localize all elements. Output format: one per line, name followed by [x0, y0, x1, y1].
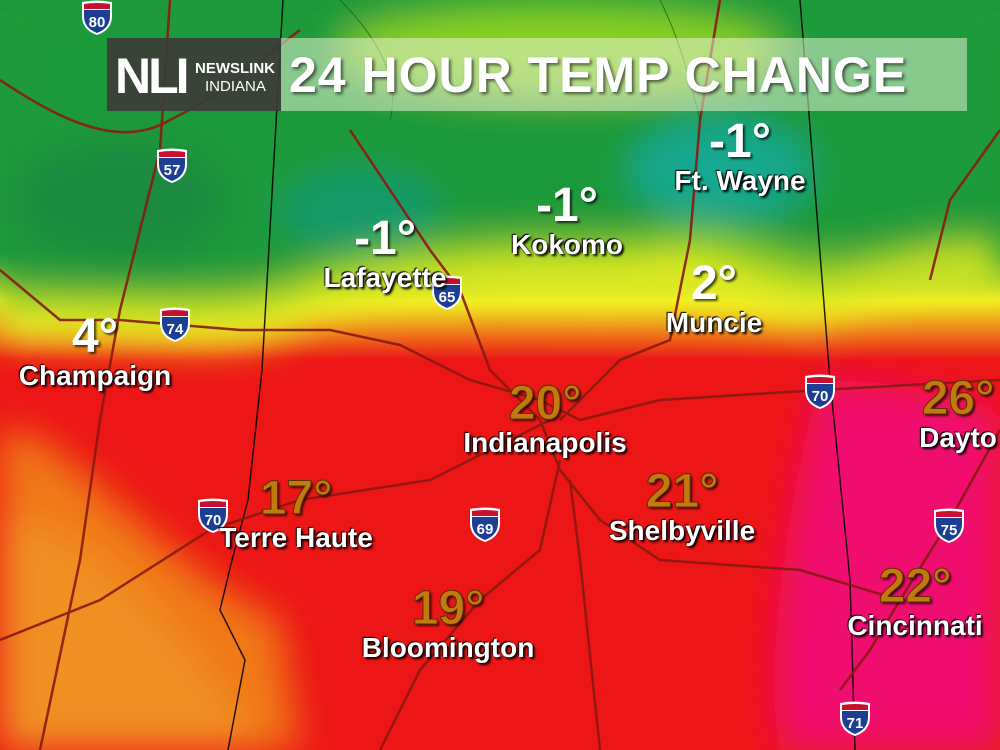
interstate-number: 70 — [205, 512, 222, 529]
city-name: Ft. Wayne — [674, 165, 806, 196]
interstate-shield-icon: 70 — [196, 498, 230, 534]
interstate-number: 57 — [164, 162, 181, 179]
interstate-shield-icon: 57 — [155, 148, 189, 184]
city-ft-wayne: -1° Ft. Wayne — [674, 118, 805, 196]
city-name: Champaign — [18, 360, 172, 391]
city-name: Kokomo — [511, 229, 623, 260]
interstate-shield-icon: 69 — [468, 507, 502, 543]
interstate-shield-icon: 75 — [932, 508, 966, 544]
city-name: Dayto — [919, 422, 997, 453]
logo-mark: NLI — [115, 48, 190, 104]
city-name: Indianapolis — [463, 427, 627, 458]
city-name: Lafayette — [323, 262, 447, 293]
logo-line2: INDIANA — [205, 78, 266, 95]
city-dayton: 26° Dayto — [919, 372, 997, 453]
city-name: Cincinnati — [847, 610, 983, 641]
city-terre-haute: 17° Terre Haute — [219, 472, 373, 553]
temp-value: -1° — [709, 115, 771, 168]
newslink-indiana-logo: NLI NEWSLINK INDIANA — [107, 38, 281, 111]
page-title: 24 HOUR TEMP CHANGE — [281, 38, 967, 111]
city-champaign: 4° Champaign — [19, 313, 171, 391]
interstate-number: 74 — [167, 321, 184, 338]
city-name: Bloomington — [361, 632, 535, 663]
temp-value: 22° — [878, 560, 952, 613]
interstate-number: 70 — [812, 388, 829, 405]
city-shelbyville: 21° Shelbyville — [608, 465, 756, 546]
interstate-number: 69 — [477, 521, 494, 538]
city-name: Muncie — [665, 307, 763, 338]
interstate-number: 80 — [89, 14, 106, 31]
temp-value: 19° — [411, 582, 485, 635]
interstate-number: 65 — [439, 289, 456, 306]
city-lafayette: -1° Lafayette — [324, 215, 447, 293]
temp-value: 26° — [921, 372, 995, 425]
title-banner: NLI NEWSLINK INDIANA 24 HOUR TEMP CHANGE — [107, 38, 967, 111]
interstate-shield-icon: 65 — [430, 275, 464, 311]
interstate-number: 71 — [847, 715, 864, 732]
city-name: Terre Haute — [219, 522, 373, 553]
interstate-shield-icon: 71 — [838, 701, 872, 737]
city-muncie: 2° Muncie — [666, 260, 762, 338]
city-indianapolis: 20° Indianapolis — [463, 377, 627, 458]
temp-value: -1° — [354, 212, 416, 265]
city-bloomington: 19° Bloomington — [361, 582, 535, 663]
temp-value: -1° — [536, 179, 598, 232]
city-kokomo: -1° Kokomo — [511, 182, 623, 260]
logo-line1: NEWSLINK — [195, 60, 275, 77]
temp-value: 2° — [691, 257, 737, 310]
temp-value: 17° — [259, 472, 333, 525]
interstate-shield-icon: 70 — [803, 374, 837, 410]
city-name: Shelbyville — [608, 515, 756, 546]
city-cincinnati: 22° Cincinnati — [847, 560, 983, 641]
interstate-shield-icon: 74 — [158, 307, 192, 343]
interstate-shield-icon: 80 — [80, 0, 114, 36]
interstate-number: 75 — [941, 522, 958, 539]
temp-value: 20° — [508, 377, 582, 430]
temp-value: 21° — [645, 465, 719, 518]
temp-value: 4° — [72, 310, 118, 363]
